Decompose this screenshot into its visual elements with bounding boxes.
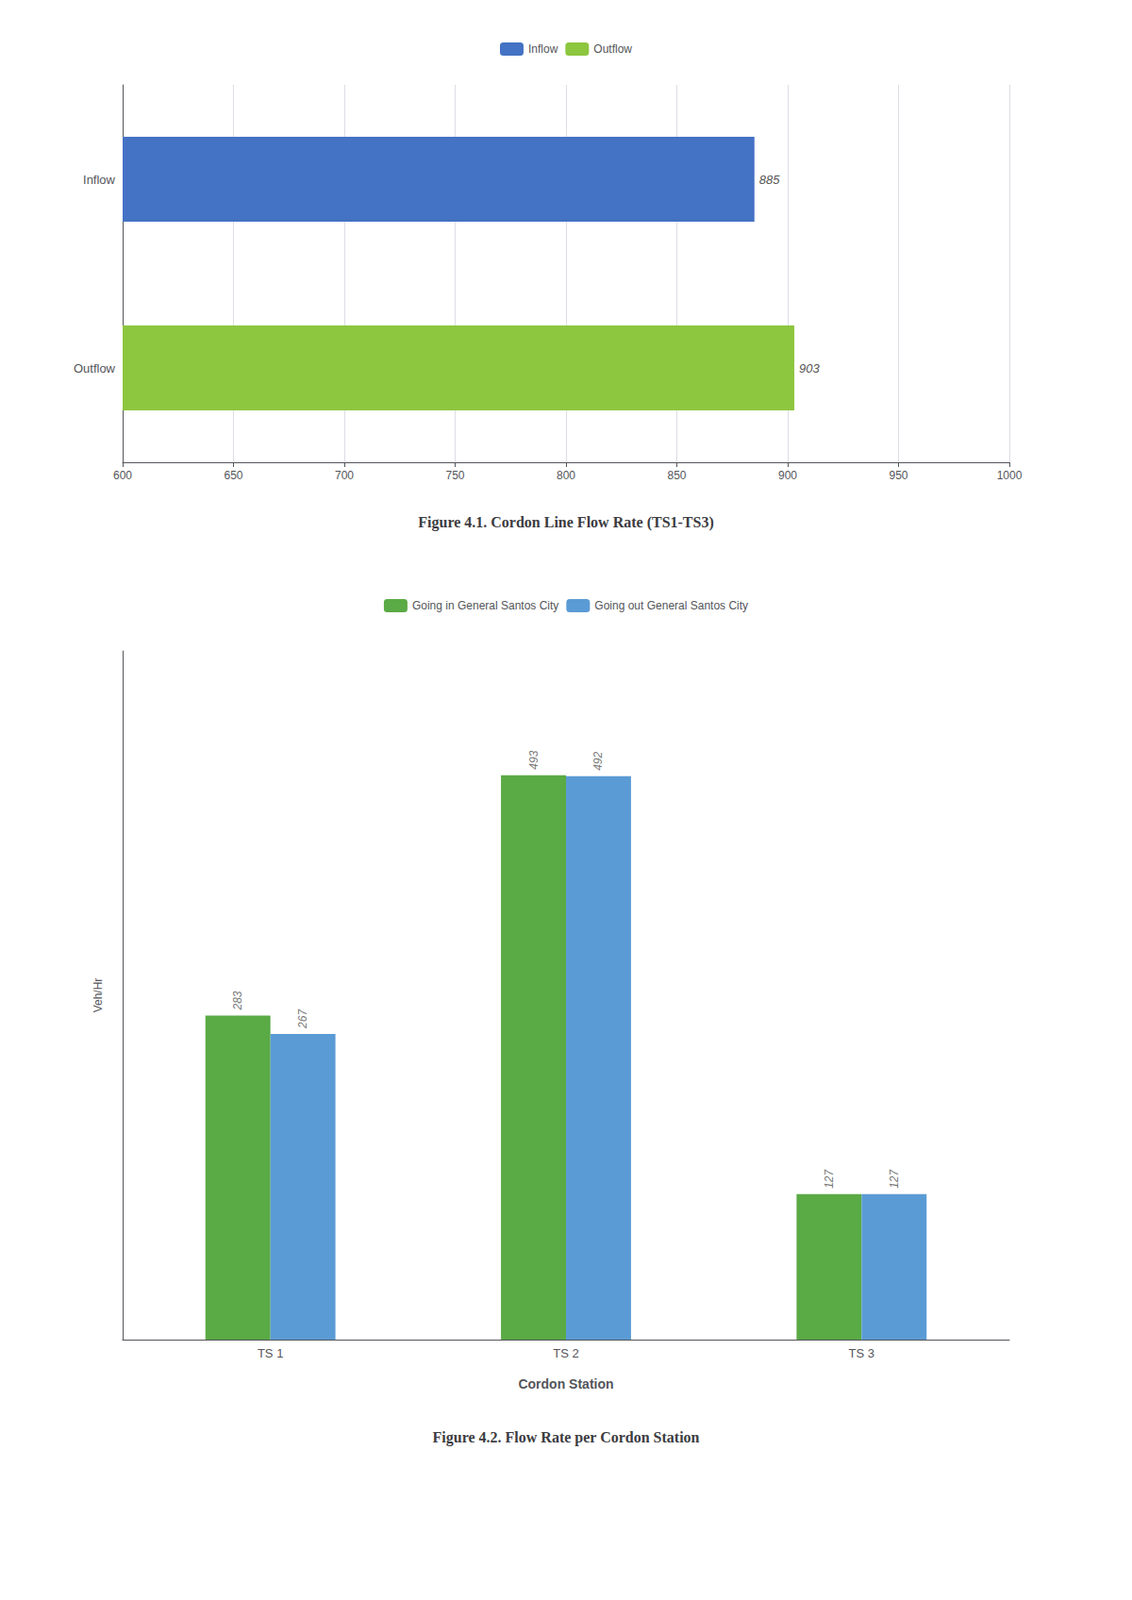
svg-text:885: 885 [759, 172, 781, 187]
svg-text:900: 900 [778, 468, 798, 483]
svg-text:Figure 4.2. Flow Rate per Cord: Figure 4.2. Flow Rate per Cordon Station [432, 1429, 700, 1447]
svg-text:600: 600 [113, 468, 133, 483]
svg-text:Outflow: Outflow [593, 42, 633, 56]
svg-text:750: 750 [445, 468, 465, 483]
svg-text:Going out General Santos City: Going out General Santos City [594, 599, 749, 613]
svg-text:127: 127 [887, 1168, 901, 1189]
svg-text:Cordon Station: Cordon Station [517, 1376, 614, 1392]
svg-text:800: 800 [556, 468, 576, 483]
svg-text:TS 1: TS 1 [257, 1346, 283, 1361]
svg-text:127: 127 [822, 1168, 836, 1189]
svg-text:950: 950 [888, 468, 908, 483]
svg-text:492: 492 [591, 751, 605, 771]
svg-text:Inflow: Inflow [528, 42, 559, 56]
svg-text:1000: 1000 [997, 468, 1023, 483]
svg-text:Outflow: Outflow [73, 361, 117, 376]
svg-text:Going in General Santos City: Going in General Santos City [412, 599, 559, 613]
svg-text:TS 3: TS 3 [849, 1346, 875, 1361]
svg-text:267: 267 [296, 1008, 310, 1030]
svg-text:Figure 4.1. Cordon Line Flow R: Figure 4.1. Cordon Line Flow Rate (TS1-T… [417, 514, 714, 532]
svg-text:Veh/Hr: Veh/Hr [91, 978, 105, 1014]
svg-text:903: 903 [799, 361, 820, 376]
svg-text:TS 2: TS 2 [552, 1346, 579, 1361]
svg-text:Inflow: Inflow [83, 172, 117, 187]
svg-text:850: 850 [666, 468, 686, 483]
svg-text:700: 700 [334, 468, 354, 483]
svg-text:493: 493 [527, 749, 541, 769]
svg-text:283: 283 [231, 990, 245, 1011]
svg-text:650: 650 [223, 468, 243, 483]
